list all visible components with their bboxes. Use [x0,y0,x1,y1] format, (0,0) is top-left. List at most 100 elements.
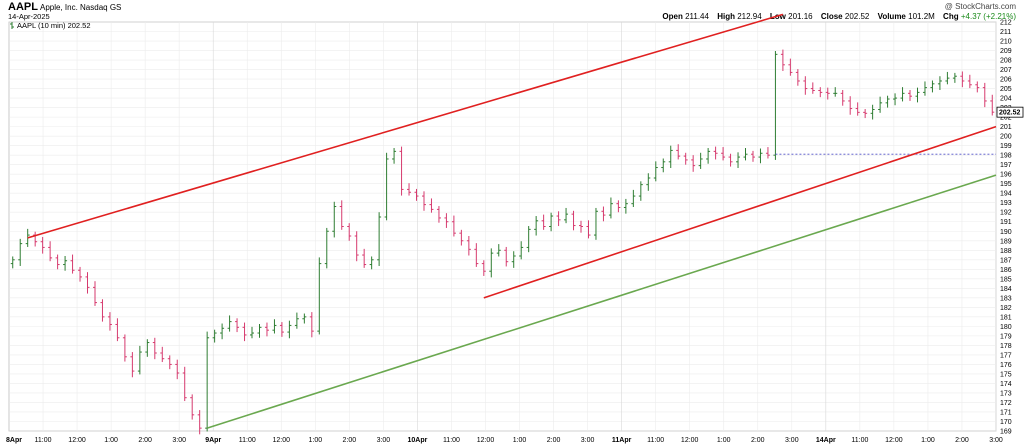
ohlc-bar [750,150,755,162]
ohlc-bar [197,410,202,435]
y-tick-label: 191 [1000,219,1012,226]
y-tick-label: 211 [1000,29,1011,36]
y-tick-label: 207 [1000,67,1012,74]
ohlc-bar [55,254,60,270]
x-tick-label: 1:00 [513,437,527,444]
ohlc-bar [489,248,494,278]
ohlc-bar [728,153,733,167]
ohlc-bar [130,352,135,378]
ohlc-bar [369,256,374,270]
ohlc-bar [818,87,823,98]
ohlc-bar [893,93,898,106]
ohlc-bar [48,241,53,262]
open-label: Open [662,12,683,21]
x-tick-label: 11:00 [443,437,460,444]
ohlc-bar [279,322,284,337]
ohlc-bar [556,211,561,227]
y-tick-label: 199 [1000,143,1012,150]
ohlc-bar [967,74,972,89]
y-tick-label: 179 [1000,333,1012,340]
last-price-box [996,106,1024,118]
y-tick-label: 185 [1000,276,1012,283]
ohlc-bar [743,148,748,161]
upper-channel-trendline [27,13,784,239]
volume-label: Volume [877,12,906,21]
ohlc-bar [451,215,456,237]
x-tick-label: 12:00 [273,437,291,444]
company-name: Apple, Inc. Nasdaq GS [40,3,122,12]
ohlc-bar [324,227,329,269]
ohlc-bar [167,355,172,370]
ohlc-bar [220,323,225,340]
ohlc-bar [242,322,247,342]
ohlc-bar [92,281,97,306]
ohlc-bar [309,312,314,338]
ohlc-bar [706,148,711,164]
y-tick-label: 189 [1000,238,1012,245]
ohlc-bar [937,76,942,91]
ohlc-bar [496,244,501,257]
ohlc-bar [810,82,815,94]
x-tick-label: 11:00 [239,437,256,444]
ohlc-bar [795,69,800,86]
ohlc-bar [930,80,935,93]
ohlc-bar [908,90,913,101]
y-tick-label: 178 [1000,343,1012,350]
ohlc-bar [354,231,359,262]
stockcharts-credit[interactable]: @ StockCharts.com [944,2,1016,11]
ohlc-bar [317,257,322,335]
ohlc-bar [840,90,845,106]
ohlc-bar [107,312,112,331]
ohlc-bar [504,246,509,267]
change-label: Chg [943,12,959,21]
y-tick-label: 202 [1000,115,1012,122]
x-tick-label: 2:00 [343,437,357,444]
ohlc-bar [564,207,569,224]
y-tick-label: 172 [1000,400,1012,407]
x-tick-label: 8Apr [6,437,22,444]
y-tick-label: 200 [1000,134,1012,141]
x-tick-label: 14Apr [816,437,836,444]
x-tick-label: 2:00 [955,437,969,444]
ohlc-bar [975,81,980,93]
y-tick-label: 177 [1000,352,1012,359]
ohlc-bar [922,81,927,96]
x-tick-label: 1:00 [104,437,118,444]
ohlc-bar [526,226,531,253]
ohlc-bar [990,94,995,116]
high-label: High [717,12,735,21]
ohlc-bar [429,198,434,213]
ohlc-bar [10,256,15,269]
x-tick-label: 3:00 [377,437,391,444]
y-tick-label: 204 [1000,96,1012,103]
ohlc-bar [653,161,658,182]
ohlc-bar [175,359,180,380]
lower-red-channel-trendline [483,125,997,299]
ohlc-bar [182,366,187,402]
ohlc-bar [122,334,127,362]
ohlc-bar [257,323,262,338]
ohlc-bar [414,188,419,201]
ohlc-bar [534,216,539,236]
y-tick-label: 197 [1000,162,1012,169]
ohlc-bar [85,272,90,294]
ohlc-bar [945,71,950,85]
ohlc-bar [616,200,621,213]
ohlc-bar [444,213,449,228]
y-tick-label: 183 [1000,295,1012,302]
ohlc-bar [721,147,726,161]
ohlc-bar [436,206,441,223]
ohlc-bar [586,220,591,239]
ohlc-bar [160,346,165,363]
x-tick-label: 12:00 [68,437,86,444]
ohlc-bar [773,51,778,160]
x-tick-label: 11:00 [647,437,664,444]
y-tick-label: 206 [1000,77,1012,84]
y-tick-label: 175 [1000,371,1012,378]
change-value: +4.37 (+2.21%) [960,12,1016,21]
y-tick-label: 174 [1000,381,1012,388]
ohlc-bar [601,206,606,222]
legend: AAPL (10 min) 202.52 [10,21,91,30]
ohlc-bar [407,183,412,196]
